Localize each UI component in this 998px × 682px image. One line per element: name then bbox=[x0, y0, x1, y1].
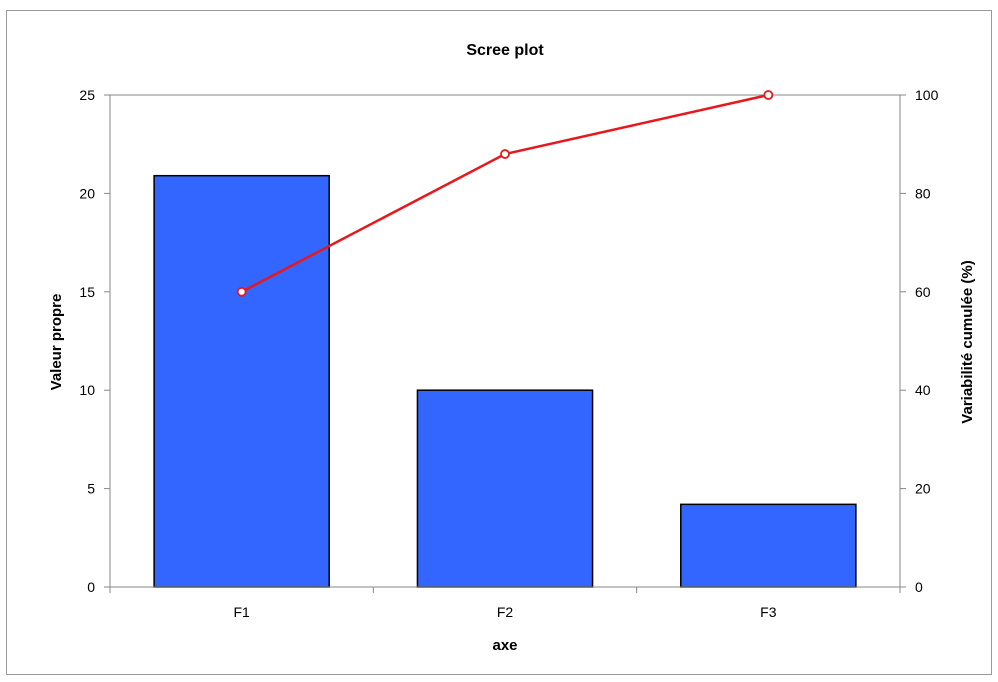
bars-layer bbox=[153, 174, 857, 588]
chart-frame bbox=[6, 10, 992, 675]
y-tick-label-20: 20 bbox=[79, 185, 95, 201]
cumulative-point-F1 bbox=[236, 286, 247, 297]
bar-F3 bbox=[680, 503, 857, 588]
y-tick-label-10: 10 bbox=[79, 382, 95, 398]
y-axis-title-left: Valeur propre bbox=[48, 294, 65, 391]
x-tick-label-F3: F3 bbox=[760, 604, 777, 620]
ticks-layer: 0 5 10 15 20 25 0 20 40 60 80 100 F1 F2 F3 bbox=[79, 87, 938, 620]
bar-F1 bbox=[153, 174, 330, 588]
y-axis-title-right: Variabilité cumulée (%) bbox=[959, 260, 976, 423]
y2-tick-label-60: 60 bbox=[915, 284, 931, 300]
chart-title: Scree plot bbox=[466, 42, 544, 59]
cumulative-point-F3 bbox=[763, 90, 774, 100]
y2-tick-label-100: 100 bbox=[915, 87, 939, 103]
axes-layer bbox=[104, 94, 906, 593]
y-tick-label-25: 25 bbox=[79, 87, 95, 103]
plot-area-border bbox=[109, 94, 901, 588]
x-axis-title: axe bbox=[492, 637, 517, 654]
y-tick-label-5: 5 bbox=[87, 481, 95, 497]
y-tick-label-0: 0 bbox=[87, 579, 95, 595]
x-tick-label-F2: F2 bbox=[497, 604, 514, 620]
y2-tick-label-80: 80 bbox=[915, 185, 931, 201]
line-layer bbox=[236, 90, 774, 297]
y2-tick-label-0: 0 bbox=[915, 579, 923, 595]
bar-F2 bbox=[416, 389, 594, 588]
y-tick-label-15: 15 bbox=[79, 284, 95, 300]
y2-tick-label-40: 40 bbox=[915, 382, 931, 398]
x-tick-label-F1: F1 bbox=[233, 604, 250, 620]
y2-tick-label-20: 20 bbox=[915, 481, 931, 497]
cumulative-point-F2 bbox=[500, 149, 510, 159]
